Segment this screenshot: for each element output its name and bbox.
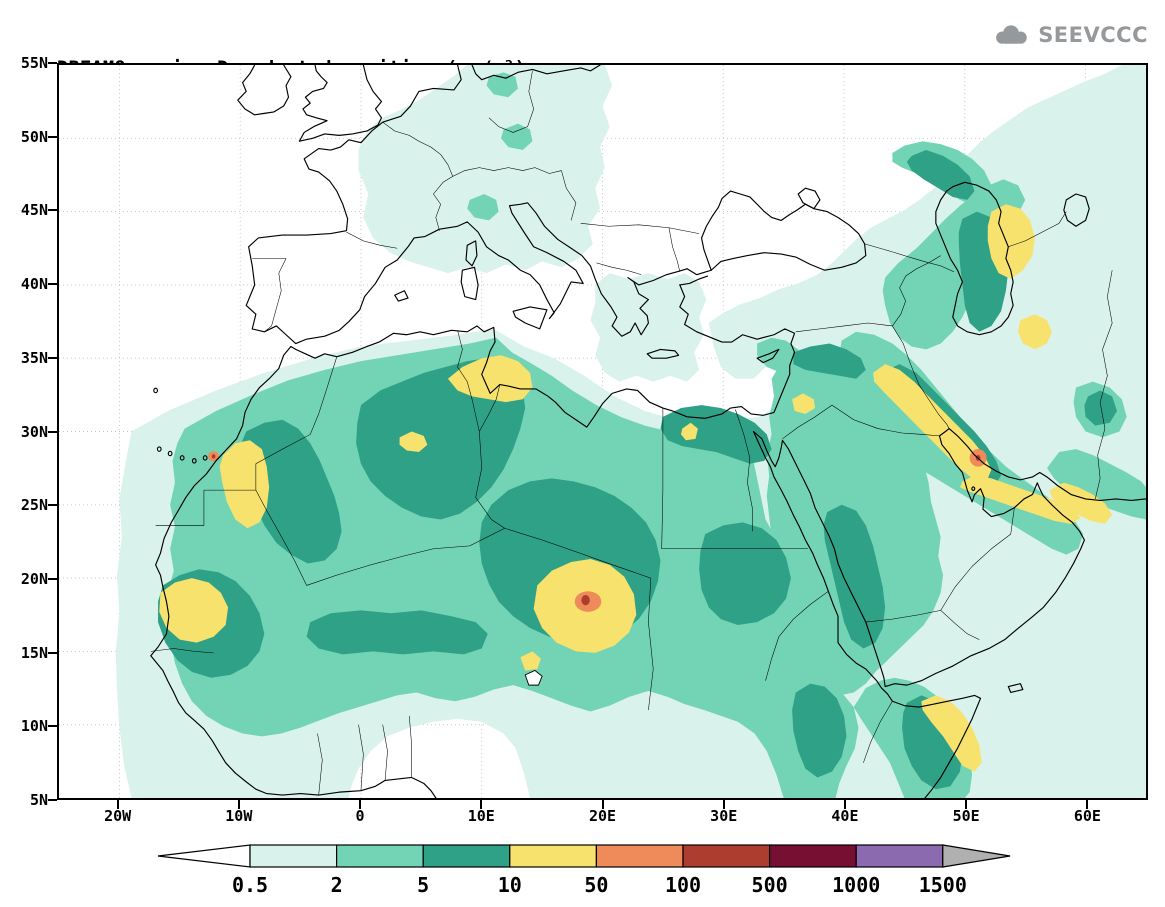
colorbar-tick-label: 1000 — [832, 873, 880, 897]
colorbar-tick-label: 100 — [665, 873, 701, 897]
lat-tick-label: 20N — [20, 569, 48, 588]
lat-tick-label: 15N — [20, 643, 48, 662]
colorbar-segment — [249, 844, 338, 868]
lat-tick-label: 40N — [20, 275, 48, 294]
coastlines — [151, 65, 1146, 798]
lat-tick-label: 55N — [20, 54, 48, 72]
lon-axis-tick — [116, 800, 119, 809]
colorbar-tick-label: 1500 — [919, 873, 967, 897]
map-plot-area — [57, 63, 1148, 800]
lat-axis-tick — [48, 430, 57, 433]
lat-axis-tick — [48, 135, 57, 138]
country-borders — [151, 71, 1112, 795]
lon-tick-label: 20E — [588, 807, 617, 825]
lon-tick-label: 20W — [104, 807, 132, 825]
colorbar-tick-label: 10 — [498, 873, 522, 897]
seevccc-logo: SEEVCCC — [990, 22, 1148, 48]
lat-axis-tick — [48, 62, 57, 64]
colorbar-segment — [855, 844, 944, 868]
lat-tick-label: 35N — [20, 348, 48, 367]
lat-axis-tick — [48, 356, 57, 359]
lon-tick-label: 0 — [355, 807, 365, 825]
colorbar-tick-label: 0.5 — [232, 873, 268, 897]
colorbar-tick-label: 2 — [331, 873, 343, 897]
lat-tick-label: 10N — [20, 717, 48, 736]
lon-axis-tick — [601, 800, 604, 809]
colorbar-right-arrow — [942, 844, 1011, 868]
cloud-icon — [996, 25, 1027, 44]
lon-tick-label: 10W — [225, 807, 253, 825]
colorbar: 0.5 2 5 10 50 100 500 1000 1500 — [157, 844, 1011, 897]
lon-tick-label: 60E — [1073, 807, 1101, 825]
lat-axis-tick — [48, 504, 57, 507]
lon-tick-label: 10E — [467, 807, 495, 825]
lat-tick-label: 25N — [20, 496, 48, 515]
lon-axis-tick — [480, 800, 483, 809]
colorbar-segment — [336, 844, 424, 868]
lat-tick-label: 5N — [29, 791, 48, 809]
lon-axis-tick — [1086, 800, 1089, 809]
colorbar-tick-label: 50 — [584, 873, 608, 897]
colorbar-segment — [682, 844, 771, 868]
logo-text: SEEVCCC — [1038, 23, 1148, 47]
colorbar-left-arrow — [157, 844, 251, 868]
map-canvas — [59, 65, 1146, 798]
lat-axis-tick — [48, 577, 57, 580]
lon-axis-tick — [359, 800, 362, 809]
lat-tick-label: 45N — [20, 201, 48, 220]
colorbar-segment — [595, 844, 684, 868]
lat-tick-label: 50N — [20, 127, 48, 146]
colorbar-segment — [422, 844, 511, 868]
lat-axis-tick — [48, 651, 57, 654]
colorbar-segment — [768, 844, 857, 868]
dust-deposition-shading — [115, 65, 1146, 798]
lat-tick-label: 30N — [20, 422, 48, 441]
lat-axis-tick — [48, 799, 57, 801]
colorbar-tick-label: 5 — [417, 873, 429, 897]
colorbar-segment — [509, 844, 597, 868]
lon-axis-tick — [237, 800, 240, 809]
lon-tick-label: 30E — [710, 807, 738, 825]
lat-axis-tick — [48, 283, 57, 286]
lon-axis-tick — [843, 800, 846, 809]
lat-axis-tick — [48, 725, 57, 728]
lon-tick-label: 40E — [831, 807, 859, 825]
lon-axis-tick — [965, 800, 968, 809]
lon-axis-tick — [722, 800, 725, 809]
lat-axis-tick — [48, 209, 57, 212]
colorbar-tick-label: 500 — [752, 873, 788, 897]
lon-tick-label: 50E — [952, 807, 980, 825]
graticule — [59, 65, 1146, 798]
